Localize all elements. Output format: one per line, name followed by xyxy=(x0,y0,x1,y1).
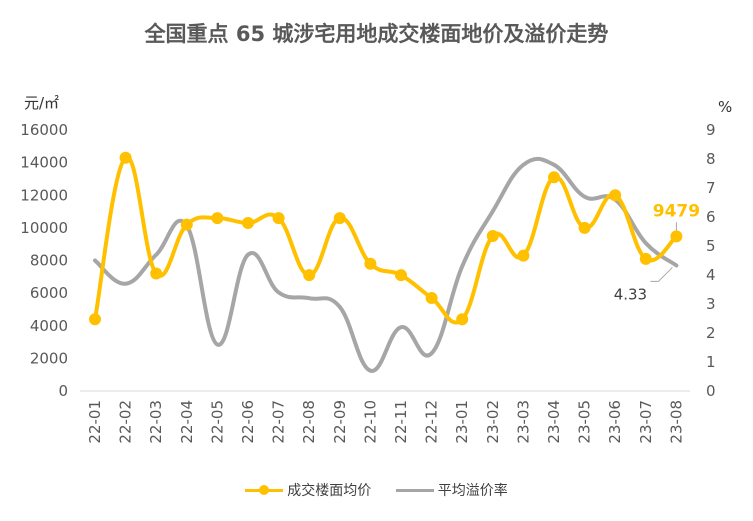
y-tick-label-left: 6000 xyxy=(30,284,68,302)
x-tick-label: 23-04 xyxy=(545,400,563,444)
data-point-price xyxy=(578,221,591,234)
data-point-price xyxy=(180,218,193,231)
x-tick-label: 22-10 xyxy=(361,400,379,444)
legend-swatch-price xyxy=(245,483,284,497)
x-tick-label: 22-01 xyxy=(86,400,104,444)
data-point-price xyxy=(272,212,285,225)
data-point-price xyxy=(242,216,254,229)
chart-legend: 成交楼面均价 平均溢价率 xyxy=(0,480,753,501)
x-tick-label: 22-09 xyxy=(331,400,349,444)
x-tick-label: 22-08 xyxy=(300,400,318,444)
y-tick-label-left: 4000 xyxy=(30,317,68,335)
y-tick-label-right: 2 xyxy=(706,324,716,342)
data-point-price xyxy=(456,313,469,326)
x-tick-label: 22-12 xyxy=(423,400,441,444)
data-point-price xyxy=(150,267,163,280)
x-tick-label: 23-03 xyxy=(514,400,532,444)
data-point-price xyxy=(303,269,316,282)
x-tick-label: 22-05 xyxy=(208,400,226,444)
data-point-price xyxy=(670,230,683,243)
y-tick-label-right: 8 xyxy=(706,150,716,168)
y-tick-label-right: 9 xyxy=(706,121,716,139)
x-tick-label: 22-03 xyxy=(147,400,165,444)
data-point-price xyxy=(639,252,652,265)
legend-item-premium: 平均溢价率 xyxy=(395,480,508,500)
y-tick-label-left: 2000 xyxy=(30,349,68,367)
legend-item-price: 成交楼面均价 xyxy=(245,480,371,500)
y-tick-label-left: 0 xyxy=(58,382,68,400)
data-point-price xyxy=(364,257,377,270)
data-point-price xyxy=(119,151,132,164)
x-tick-label: 22-02 xyxy=(117,400,135,444)
data-point-price xyxy=(333,212,346,225)
data-point-price xyxy=(425,292,438,305)
x-tick-label: 22-11 xyxy=(392,400,410,444)
y-tick-label-right: 4 xyxy=(706,266,716,284)
y-tick-label-left: 8000 xyxy=(30,252,68,270)
y-tick-label-left: 10000 xyxy=(20,219,68,237)
legend-label-premium: 平均溢价率 xyxy=(437,483,508,499)
annotation-label-premium: 4.33 xyxy=(614,285,647,303)
legend-label-price: 成交楼面均价 xyxy=(287,483,372,499)
chart-title: 全国重点 65 城涉宅用地成交楼面地价及溢价走势 xyxy=(144,22,609,46)
data-point-price xyxy=(517,249,530,262)
right-axis-unit: % xyxy=(718,98,732,116)
data-point-price xyxy=(89,313,101,326)
y-tick-label-right: 7 xyxy=(706,179,716,197)
y-tick-label-right: 0 xyxy=(706,382,716,400)
x-tick-label: 23-08 xyxy=(667,400,685,444)
y-tick-label-left: 12000 xyxy=(20,186,68,204)
annotation-leader-premium xyxy=(650,267,673,282)
series-line-price xyxy=(93,155,679,325)
data-point-price xyxy=(211,212,224,225)
left-axis-unit: 元/㎡ xyxy=(24,94,59,112)
x-tick-label: 23-06 xyxy=(606,400,624,444)
y-tick-label-right: 5 xyxy=(706,237,716,255)
x-tick-label: 23-01 xyxy=(453,400,471,444)
y-tick-label-left: 14000 xyxy=(20,154,68,172)
series-line-premium xyxy=(93,156,679,373)
x-tick-label: 22-07 xyxy=(270,400,288,444)
data-point-price xyxy=(486,230,499,243)
y-tick-label-right: 6 xyxy=(706,208,716,226)
y-tick-label-right: 1 xyxy=(706,353,716,371)
x-tick-label: 22-04 xyxy=(178,400,196,444)
x-tick-label: 22-06 xyxy=(239,400,257,444)
data-point-price xyxy=(395,269,407,282)
legend-swatch-premium xyxy=(395,483,434,497)
y-tick-label-right: 3 xyxy=(706,295,716,313)
x-tick-label: 23-07 xyxy=(637,400,655,444)
x-tick-label: 23-02 xyxy=(484,400,502,444)
data-point-price xyxy=(609,189,622,202)
x-tick-label: 23-05 xyxy=(576,400,594,444)
y-tick-label-left: 16000 xyxy=(20,121,68,139)
data-point-price xyxy=(548,171,560,184)
annotation-label-price: 9479 xyxy=(653,201,700,221)
